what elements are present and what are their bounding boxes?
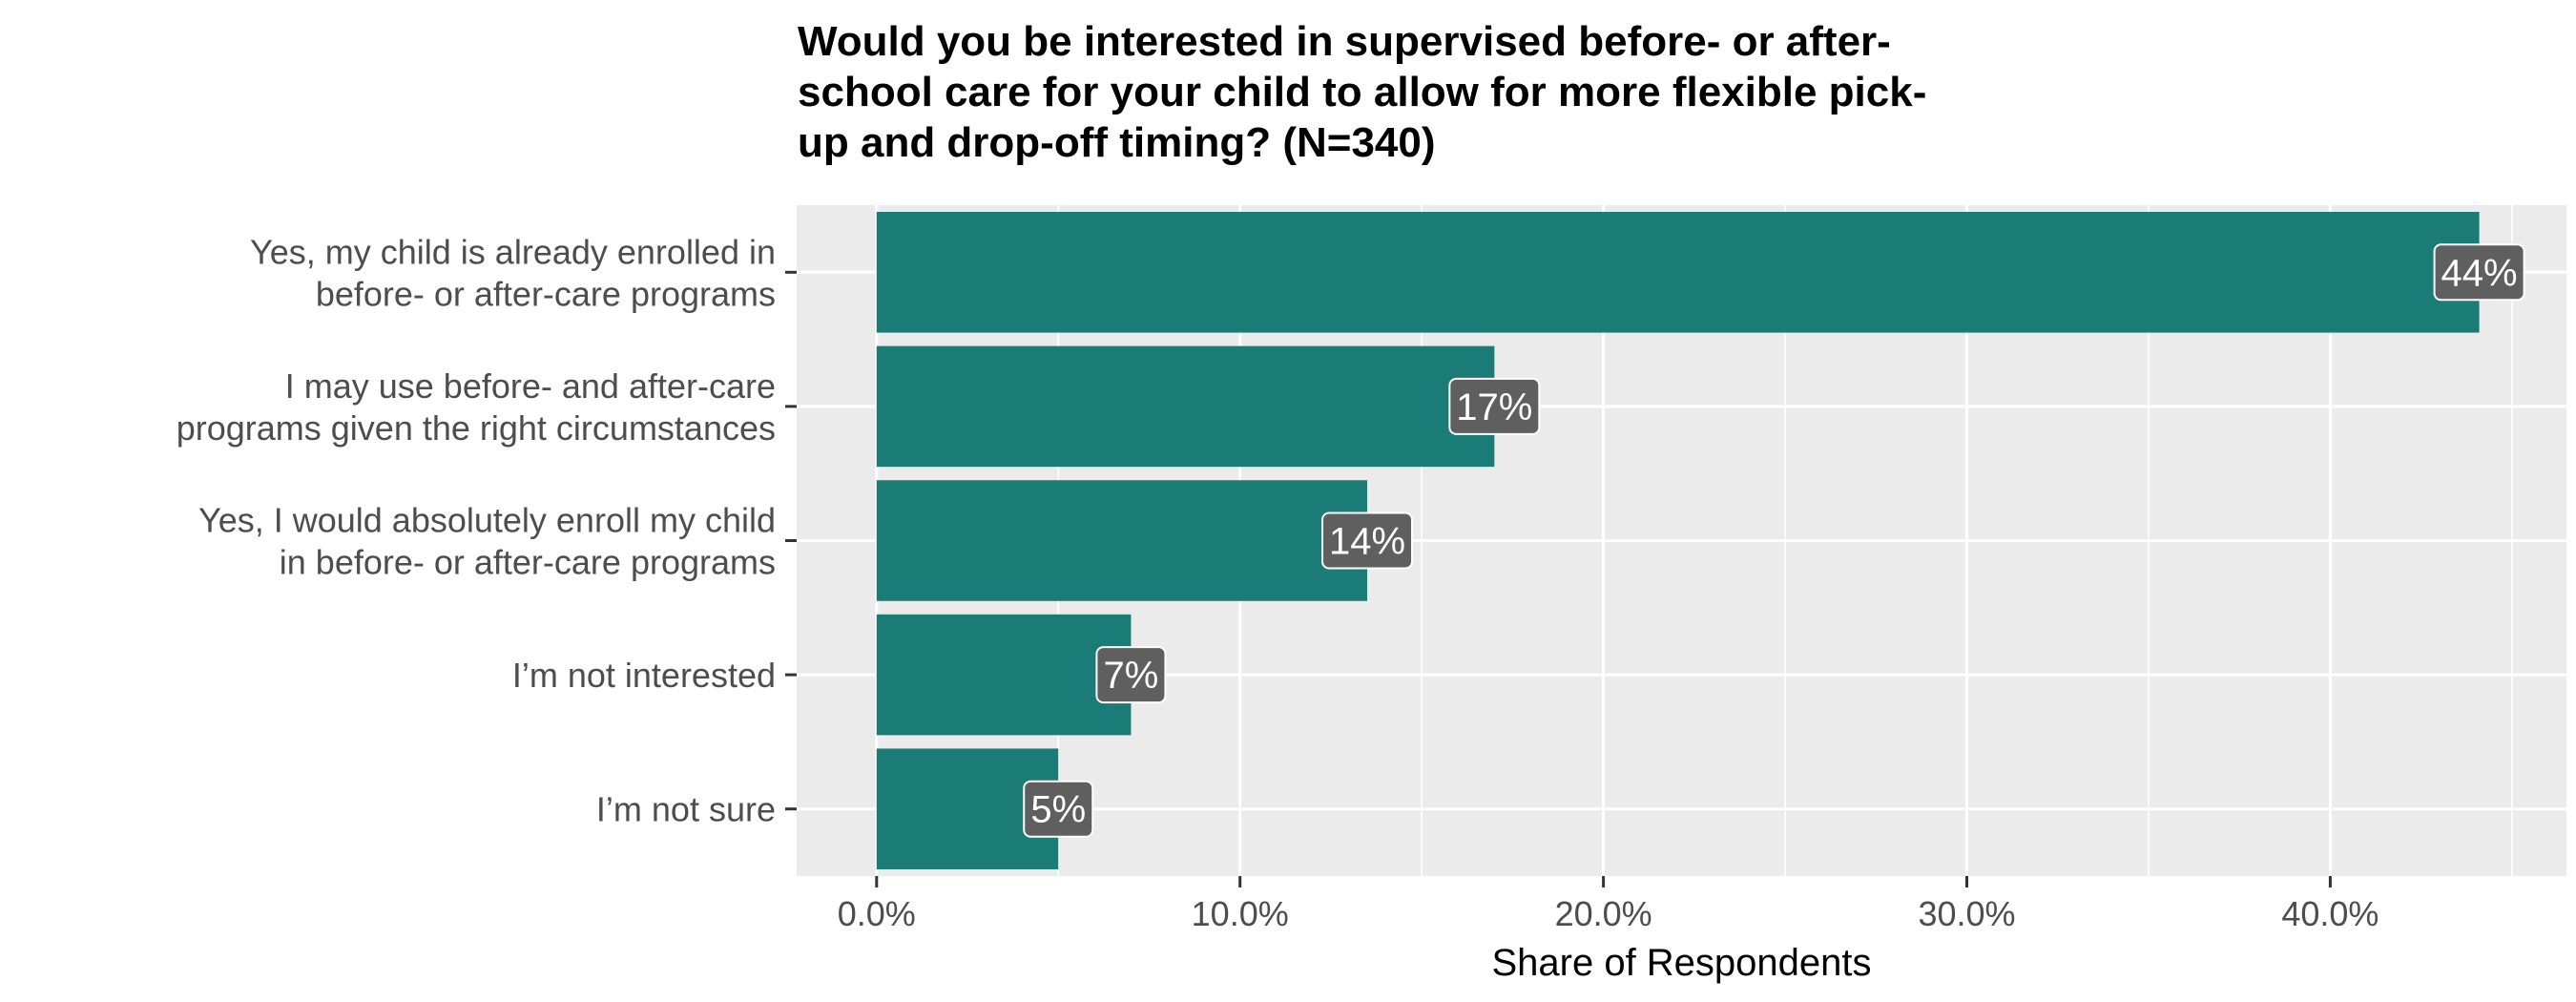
category-label: I’m not interested: [512, 656, 776, 695]
category-label: before- or after-care programs: [316, 274, 776, 313]
bar: [876, 345, 1495, 468]
bars: [876, 212, 2480, 869]
category-label: I may use before- and after-care: [285, 366, 776, 406]
data-label-text: 44%: [2441, 252, 2518, 294]
bar: [876, 212, 2480, 333]
chart-title-line: Would you be interested in supervised be…: [798, 18, 1891, 65]
data-label-text: 14%: [1329, 521, 1405, 563]
data-label: 5%: [1023, 780, 1094, 838]
bar: [876, 480, 1368, 601]
data-label-box: [1321, 511, 1414, 570]
value-axis: 0.0% 10.0% 20.0% 30.0% 40.0%: [838, 876, 2379, 933]
x-tick-label: 0.0%: [838, 894, 916, 933]
category-label: I’m not sure: [596, 790, 776, 829]
category-axis: Yes, my child is already enrolled inbefo…: [177, 232, 797, 829]
data-label-box: [2433, 243, 2525, 302]
x-axis-title: Share of Respondents: [1491, 942, 1871, 984]
chart-title-line: school care for your child to allow for …: [798, 69, 1926, 115]
data-label-text: 5%: [1030, 789, 1086, 831]
data-label: 14%: [1321, 511, 1414, 570]
category-label: Yes, my child is already enrolled in: [250, 232, 776, 271]
chart-title-line: up and drop-off timing? (N=340): [798, 119, 1436, 166]
data-label-text: 7%: [1104, 655, 1159, 697]
data-label-text: 17%: [1456, 386, 1532, 428]
data-label: 44%: [2433, 243, 2525, 302]
x-tick-label: 30.0%: [1918, 894, 2015, 933]
data-labels: 44% 17% 14% 7% 5%: [1023, 243, 2525, 838]
x-tick-label: 40.0%: [2281, 894, 2379, 933]
category-label: Yes, I would absolutely enroll my child: [198, 501, 776, 540]
chart-title: Would you be interested in supervised be…: [798, 18, 1926, 166]
data-label: 7%: [1095, 646, 1167, 704]
data-label: 17%: [1448, 377, 1541, 435]
x-tick-label: 20.0%: [1555, 894, 1652, 933]
category-label: programs given the right circumstances: [177, 408, 776, 448]
x-tick-label: 10.0%: [1192, 894, 1289, 933]
data-label-box: [1023, 780, 1094, 838]
category-label: in before- or after-care programs: [280, 543, 776, 582]
data-label-box: [1448, 377, 1541, 435]
data-label-box: [1095, 646, 1167, 704]
bar: [876, 614, 1132, 736]
